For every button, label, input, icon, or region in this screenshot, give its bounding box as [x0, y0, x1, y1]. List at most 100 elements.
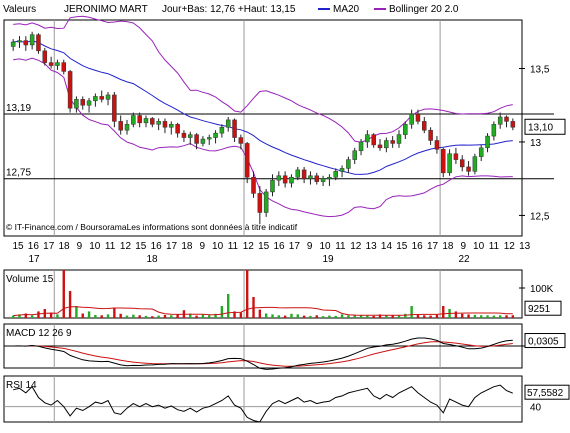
volume-bar	[214, 313, 217, 318]
watermark-text: © IT-Finance.com / BoursoramaLes informa…	[6, 222, 298, 232]
candle-body	[497, 116, 503, 125]
x-day-label: 12	[243, 241, 255, 252]
volume-bar	[505, 315, 508, 318]
candle-body	[371, 134, 376, 146]
volume-bar	[359, 315, 363, 318]
candle-body	[36, 34, 41, 52]
volume-bar	[309, 315, 312, 318]
volume-last-value: 9251	[528, 304, 551, 315]
reference-line-label: 12,75	[6, 168, 31, 179]
candle-body	[472, 156, 478, 172]
volume-bar	[119, 313, 122, 318]
price-tick-label: 13,5	[530, 64, 550, 75]
candle-body	[238, 137, 244, 144]
candle-body	[80, 99, 85, 106]
header-day-range: Jour+Bas: 12,76 +Haut: 13,15	[162, 4, 296, 15]
candle-body	[61, 62, 67, 72]
candle-body	[301, 169, 307, 179]
candle-body	[282, 175, 288, 184]
candle-body	[213, 132, 218, 138]
volume-bar	[271, 314, 274, 318]
reference-line-label: 13,19	[6, 103, 31, 114]
candle-body	[55, 62, 60, 66]
candle-body	[42, 50, 48, 63]
candle-body	[409, 113, 414, 125]
x-day-label: 15	[396, 241, 408, 252]
candle-body	[447, 153, 452, 174]
volume-bar	[410, 306, 413, 318]
volume-bar	[334, 315, 337, 318]
candle-body	[504, 116, 509, 122]
volume-bar	[454, 311, 458, 318]
volume-bar	[189, 313, 192, 318]
volume-bar	[37, 311, 40, 318]
volume-bar	[81, 313, 84, 318]
candle-body	[257, 193, 263, 213]
x-day-label: 9	[460, 241, 466, 252]
legend-ma20-label: MA20	[333, 4, 360, 15]
candle-body	[17, 40, 22, 43]
volume-bar	[208, 315, 211, 318]
volume-bar	[201, 314, 205, 318]
candle-body	[403, 124, 408, 135]
volume-bar	[290, 313, 293, 318]
volume-bar	[11, 315, 15, 318]
x-month-label: 19	[322, 254, 334, 265]
volume-bar	[62, 270, 65, 318]
candle-body	[244, 143, 250, 178]
candle-body	[156, 121, 161, 125]
candle-body	[105, 94, 111, 100]
candle-body	[175, 124, 180, 134]
volume-bar	[258, 309, 262, 318]
x-day-label: 18	[181, 241, 193, 252]
volume-bar	[138, 315, 141, 318]
volume-bar	[385, 315, 388, 318]
x-day-label: 17	[43, 241, 55, 252]
volume-bar	[498, 315, 502, 318]
candle-body	[137, 115, 142, 124]
macd-line	[13, 337, 513, 370]
volume-bar	[125, 315, 129, 318]
x-day-label: 10	[473, 241, 485, 252]
x-day-label: 10	[212, 241, 224, 252]
candle-body	[415, 113, 421, 122]
candle-body	[491, 124, 497, 137]
bollinger-upper-line	[13, 15, 513, 143]
candle-body	[365, 134, 370, 143]
candle-body	[327, 176, 332, 179]
candle-body	[93, 96, 98, 102]
candle-body	[428, 129, 433, 141]
candle-body	[314, 175, 320, 182]
candle-body	[219, 127, 225, 134]
x-day-label: 12	[350, 241, 362, 252]
volume-bar	[283, 315, 287, 318]
x-day-label: 9	[199, 241, 205, 252]
candle-body	[276, 175, 282, 181]
candle-body	[396, 134, 402, 144]
candle-body	[131, 115, 136, 125]
candle-body	[124, 124, 130, 131]
macd-panel-title: MACD 12 26 9	[6, 328, 72, 339]
x-day-label: 12	[504, 241, 516, 252]
candle-body	[188, 134, 193, 138]
volume-bar	[157, 315, 160, 318]
candle-body	[162, 121, 168, 128]
volume-bar	[151, 316, 154, 318]
volume-bar	[132, 314, 135, 318]
volume-bar	[87, 311, 91, 318]
candle-body	[251, 176, 256, 194]
rsi-last-box	[524, 384, 570, 400]
x-day-label: 11	[489, 241, 500, 252]
volume-bar	[423, 315, 426, 318]
candle-body	[384, 140, 389, 149]
x-day-label: 17	[427, 241, 439, 252]
volume-bar	[94, 315, 97, 318]
candle-body	[150, 118, 155, 125]
x-month-label: 22	[458, 254, 470, 265]
macd-signal-line	[13, 341, 513, 367]
candle-body	[143, 118, 149, 124]
candle-body	[232, 119, 237, 138]
legend-ma20-swatch	[318, 8, 330, 11]
volume-tick-label: 100K	[530, 284, 554, 295]
